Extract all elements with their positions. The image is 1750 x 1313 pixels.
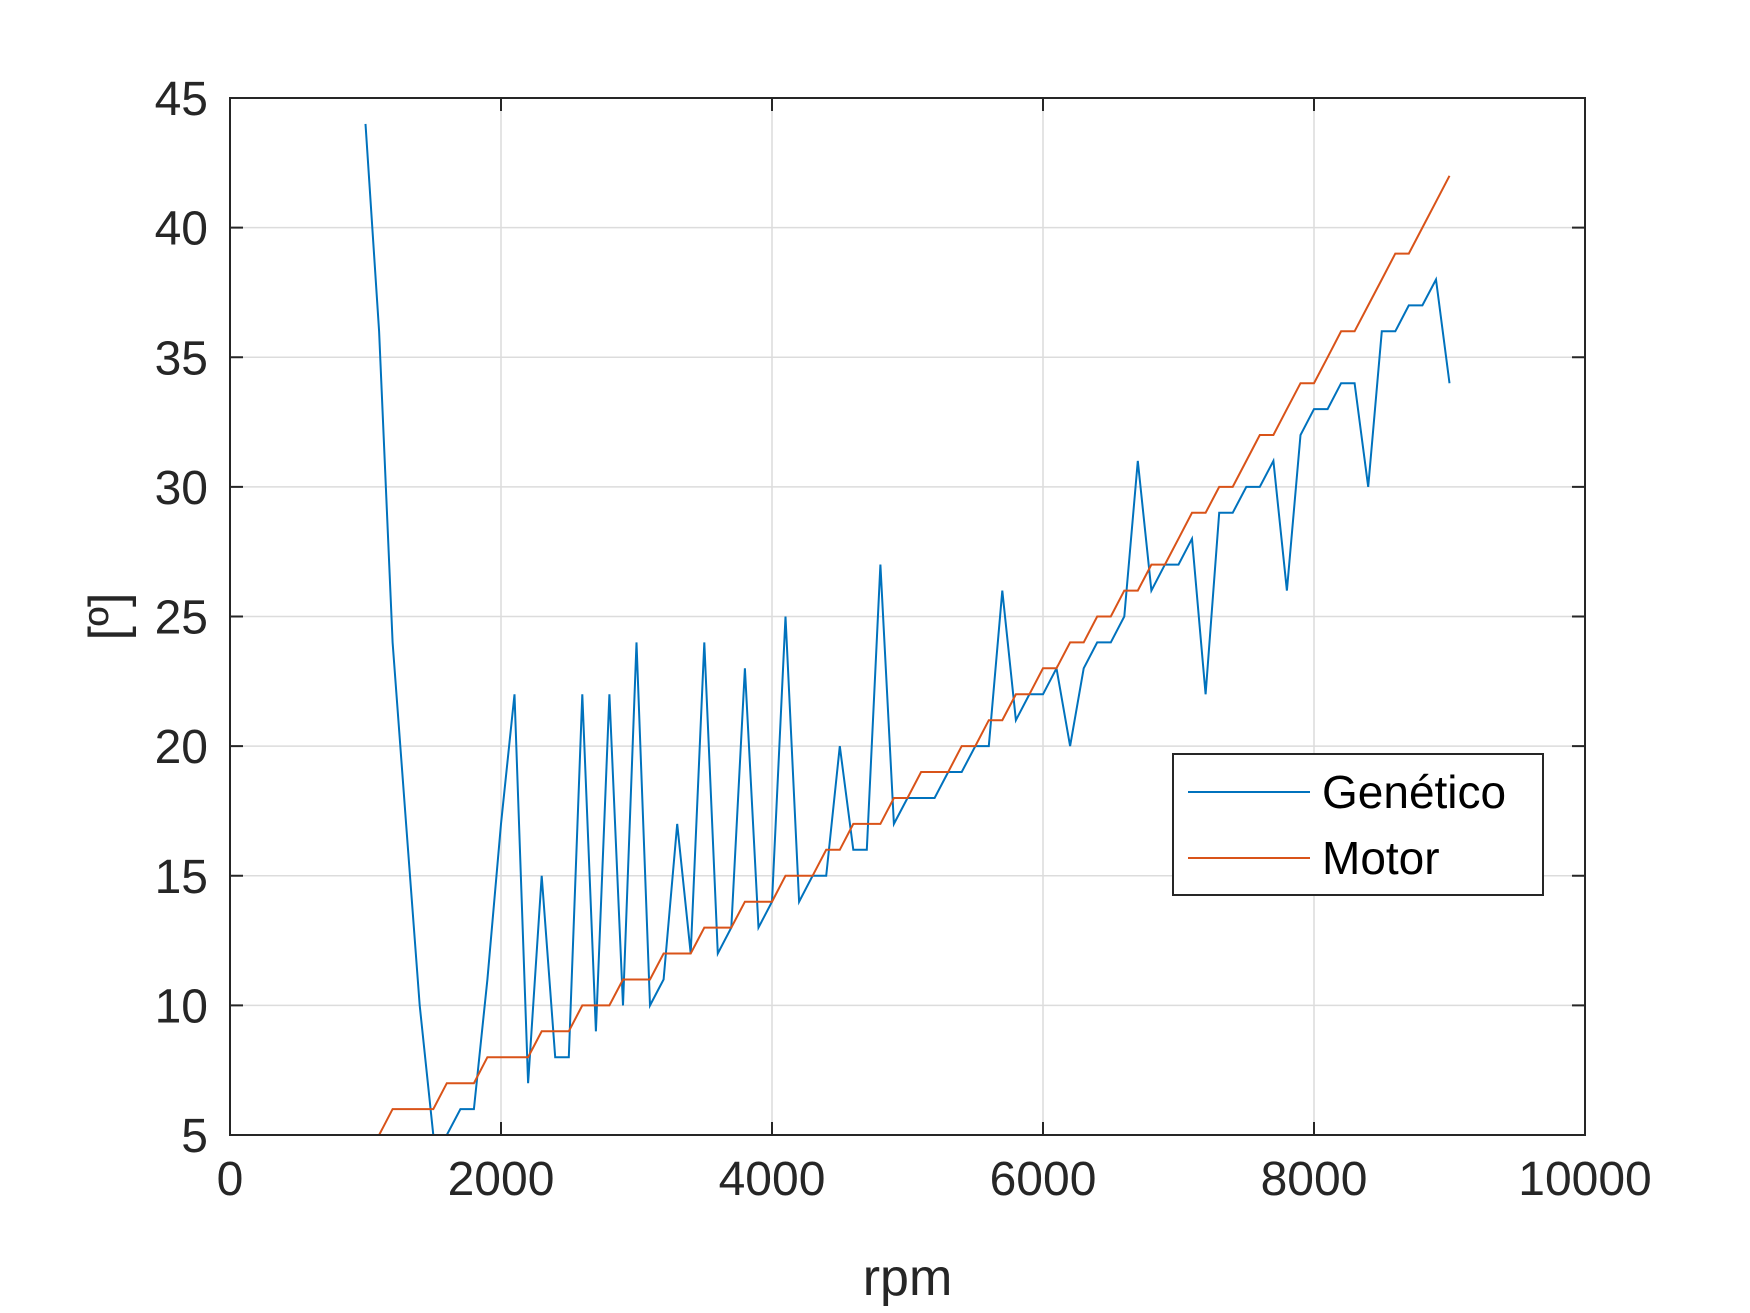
x-tick-label: 8000 xyxy=(1261,1153,1368,1206)
y-tick-label: 20 xyxy=(155,721,208,774)
y-tick-label: 5 xyxy=(181,1110,208,1163)
x-axis-label: rpm xyxy=(863,1249,953,1307)
y-axis-label: [º] xyxy=(79,593,137,641)
x-tick-label: 6000 xyxy=(990,1153,1097,1206)
y-tick-label: 45 xyxy=(155,73,208,126)
y-tick-label: 35 xyxy=(155,332,208,385)
x-tick-label: 4000 xyxy=(719,1153,826,1206)
y-tick-label: 15 xyxy=(155,851,208,904)
y-tick-label: 25 xyxy=(155,592,208,645)
grid xyxy=(230,98,1585,1135)
legend-label-motor: Motor xyxy=(1322,832,1440,884)
series-layer xyxy=(364,123,1451,1136)
legend-box xyxy=(1172,753,1544,896)
x-tick-label: 2000 xyxy=(448,1153,555,1206)
y-tick-label: 10 xyxy=(155,980,208,1033)
y-tick-label: 40 xyxy=(155,203,208,256)
series-line-motor xyxy=(365,175,1451,1136)
tick-labels: 0 2000 4000 6000 8000 10000 5 10 15 20 25 30 35 40 45 xyxy=(155,73,1652,1206)
x-tick-label: 0 xyxy=(217,1153,244,1206)
legend-label-genetico: Genético xyxy=(1322,766,1506,818)
y-tick-label: 30 xyxy=(155,462,208,515)
legend: Genético Motor xyxy=(1172,753,1544,896)
ticks xyxy=(229,97,1586,1136)
x-tick-label: 10000 xyxy=(1518,1153,1651,1206)
